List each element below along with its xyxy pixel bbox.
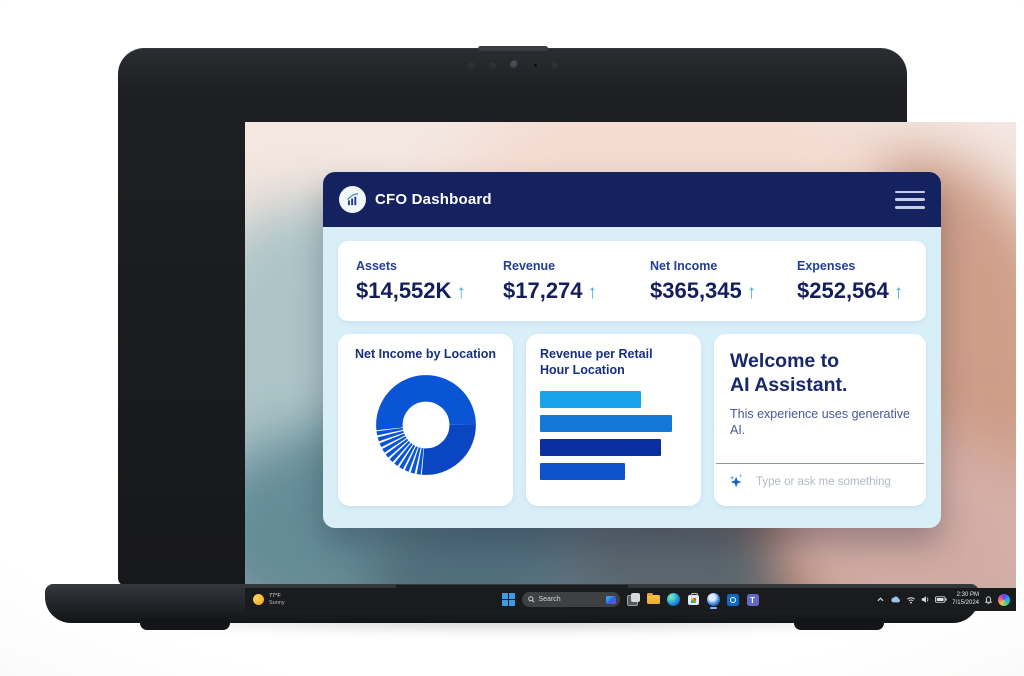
kpi-value: $252,564 ↑ [797, 277, 904, 303]
donut-segment [376, 427, 403, 436]
clock-date: 7/15/2024 [952, 599, 979, 606]
app-header: CFO Dashboard [323, 172, 941, 227]
webcam-module [467, 60, 558, 70]
assistant-text-input[interactable] [754, 475, 912, 489]
kpi-label: Revenue [503, 258, 556, 273]
ir-sensor-icon [550, 61, 558, 69]
weather-condition: Sunny [269, 599, 285, 606]
webcam-led-icon [533, 63, 537, 67]
assistant-heading: Welcome to AI Assistant. [730, 350, 848, 396]
donut-segment [379, 433, 405, 447]
ir-sensor-icon [467, 61, 475, 69]
ir-sensor-icon [488, 61, 496, 69]
file-explorer-icon[interactable] [646, 593, 660, 606]
net-income-donut-chart [375, 374, 476, 475]
kpi-value: $14,552K ↑ [356, 277, 466, 303]
donut-segment [404, 445, 418, 472]
donut-segment [385, 438, 408, 458]
clock-time: 2:30 PM [956, 592, 979, 598]
donut-segment [381, 435, 407, 453]
donut-segment [421, 423, 476, 475]
net-income-by-location-card: Net Income by Location [338, 334, 513, 506]
card-title: Net Income by Location [355, 347, 496, 361]
search-copilot-icon [605, 595, 616, 604]
chevron-up-icon[interactable] [876, 596, 885, 603]
kpi-label: Expenses [797, 258, 856, 273]
search-label: Search [538, 596, 561, 603]
cfo-dashboard-window: CFO Dashboard Assets $14,552K ↑ Revenue $… [323, 172, 941, 528]
battery-icon[interactable] [935, 596, 947, 603]
rubber-foot [794, 618, 884, 630]
rubber-foot [140, 618, 230, 630]
donut-segment [377, 430, 404, 442]
donut-segment [398, 444, 415, 469]
kpi-assets: Assets $14,552K ↑ [338, 259, 485, 304]
chart-growth-icon [346, 192, 358, 206]
edge-icon[interactable] [666, 593, 680, 606]
card-title: Revenue per Retail Hour Location [540, 347, 653, 377]
bell-icon[interactable] [984, 595, 993, 605]
taskbar-clock[interactable]: 2:30 PM 7/15/2024 [952, 592, 979, 607]
taskbar: 77°F Sunny Search [245, 588, 1016, 611]
revenue-per-retail-hour-card: Revenue per Retail Hour Location [526, 334, 701, 506]
kpi-label: Net Income [650, 258, 718, 273]
revenue-bar-chart [540, 391, 687, 481]
trend-up-icon: ↑ [587, 281, 598, 303]
trend-up-icon: ↑ [746, 281, 757, 303]
kpi-label: Assets [356, 258, 397, 273]
donut-segment [410, 446, 421, 474]
sparkle-icon [730, 474, 743, 488]
revenue-bar-4 [540, 463, 626, 481]
volume-icon[interactable] [921, 595, 930, 604]
assistant-description: This experience uses generative AI. [730, 406, 910, 437]
system-tray: 2:30 PM 7/15/2024 [876, 592, 1010, 607]
trend-up-icon: ↑ [893, 281, 904, 303]
revenue-bar-1 [540, 391, 642, 409]
widgets-weather-button[interactable]: 77°F Sunny [253, 593, 285, 607]
webcam-lens-icon [509, 60, 520, 70]
assistant-input-row[interactable] [716, 463, 924, 493]
active-app-indicator [709, 607, 717, 609]
onedrive-icon[interactable] [890, 596, 901, 604]
revenue-bar-2 [540, 415, 673, 433]
donut-segment [393, 442, 413, 466]
donut-segment [375, 374, 476, 430]
lid-grip-nub [477, 46, 548, 51]
app-body: Assets $14,552K ↑ Revenue $17,274 ↑ Net In… [323, 227, 941, 528]
laptop-lid: CFO Dashboard Assets $14,552K ↑ Revenue $… [118, 46, 1016, 611]
search-icon [527, 596, 535, 603]
kpi-revenue: Revenue $17,274 ↑ [485, 259, 632, 304]
store-icon[interactable] [687, 593, 700, 606]
app-logo [339, 186, 366, 213]
app-title: CFO Dashboard [375, 191, 492, 208]
kpi-net-income: Net Income $365,345 ↑ [632, 259, 779, 304]
wifi-icon[interactable] [906, 596, 916, 604]
revenue-bar-3 [540, 439, 661, 457]
donut-segment [389, 440, 410, 462]
kpi-value: $17,274 ↑ [503, 277, 598, 303]
hamburger-menu-icon[interactable] [895, 190, 925, 209]
kpi-expenses: Expenses $252,564 ↑ [779, 259, 926, 304]
weather-temp: 77°F [269, 592, 281, 599]
kpi-summary-card: Assets $14,552K ↑ Revenue $17,274 ↑ Net In… [338, 241, 926, 321]
desktop-screen: CFO Dashboard Assets $14,552K ↑ Revenue $… [245, 122, 1016, 611]
trend-up-icon: ↑ [456, 281, 466, 303]
ai-assistant-card: Welcome to AI Assistant. This experience… [714, 334, 926, 506]
sun-icon [253, 594, 264, 605]
search-pill[interactable]: Search [521, 592, 620, 607]
kpi-value: $365,345 ↑ [650, 277, 757, 303]
start-icon[interactable] [501, 593, 515, 606]
outlook-icon[interactable] [726, 593, 740, 606]
active-app-icon[interactable] [706, 593, 720, 609]
copilot-icon[interactable] [998, 593, 1010, 606]
task-view-icon[interactable] [626, 593, 640, 606]
teams-icon[interactable] [746, 593, 760, 606]
